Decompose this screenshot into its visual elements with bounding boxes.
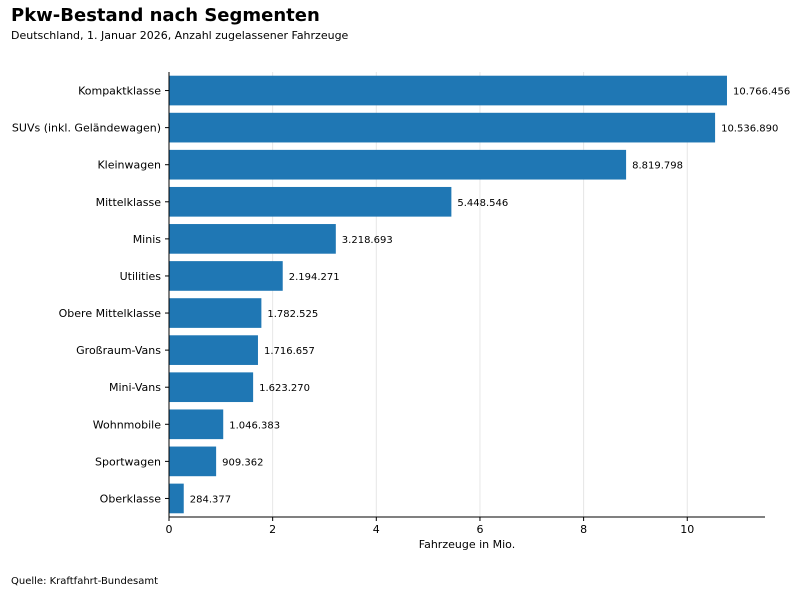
y-tick-label: SUVs (inkl. Geländewagen) [12, 122, 161, 135]
data-label: 909.362 [222, 457, 263, 468]
bar [169, 298, 262, 328]
x-tick-label: 0 [166, 523, 173, 536]
data-label: 8.819.798 [632, 161, 683, 172]
y-tick-label: Mini-Vans [109, 381, 161, 394]
y-tick-label: Minis [133, 233, 162, 246]
data-label: 10.536.890 [721, 124, 778, 135]
bar [169, 149, 627, 180]
bar [169, 446, 217, 477]
bar [169, 335, 258, 365]
y-tick-label: Sportwagen [95, 455, 161, 468]
bar [169, 372, 254, 403]
bar [169, 483, 184, 514]
bar [169, 409, 224, 440]
y-tick-label: Kompaktklasse [78, 85, 161, 98]
data-label: 1.046.383 [229, 420, 280, 431]
y-tick-label: Mittelklasse [96, 196, 162, 209]
bar [169, 75, 727, 106]
bar [169, 224, 336, 254]
data-label: 1.623.270 [259, 383, 310, 394]
y-tick-label: Utilities [120, 270, 162, 283]
y-tick-label: Obere Mittelklasse [59, 307, 162, 320]
bar [169, 186, 452, 217]
chart-source: Quelle: Kraftfahrt-Bundesamt [11, 576, 158, 587]
data-label: 1.716.657 [264, 346, 315, 357]
y-tick-label: Oberklasse [100, 492, 162, 505]
chart-subtitle: Deutschland, 1. Januar 2026, Anzahl zuge… [11, 29, 349, 42]
chart-title: Pkw-Bestand nach Segmenten [11, 5, 320, 26]
y-tick-label: Kleinwagen [97, 159, 161, 172]
bar [169, 261, 283, 291]
y-tick-label: Großraum-Vans [76, 344, 161, 357]
bar [169, 112, 716, 143]
data-label: 2.194.271 [289, 272, 340, 283]
data-label: 284.377 [190, 494, 231, 505]
data-label: 1.782.525 [267, 309, 318, 320]
data-label: 10.766.456 [733, 87, 790, 98]
x-tick-label: 10 [680, 523, 694, 536]
x-tick-label: 8 [580, 523, 587, 536]
x-tick-label: 4 [373, 523, 380, 536]
x-tick-label: 6 [476, 523, 483, 536]
y-tick-label: Wohnmobile [93, 418, 161, 431]
data-label: 3.218.693 [342, 235, 393, 246]
x-tick-label: 2 [269, 523, 276, 536]
x-axis-label: Fahrzeuge in Mio. [419, 538, 515, 551]
data-label: 5.448.546 [457, 198, 508, 209]
